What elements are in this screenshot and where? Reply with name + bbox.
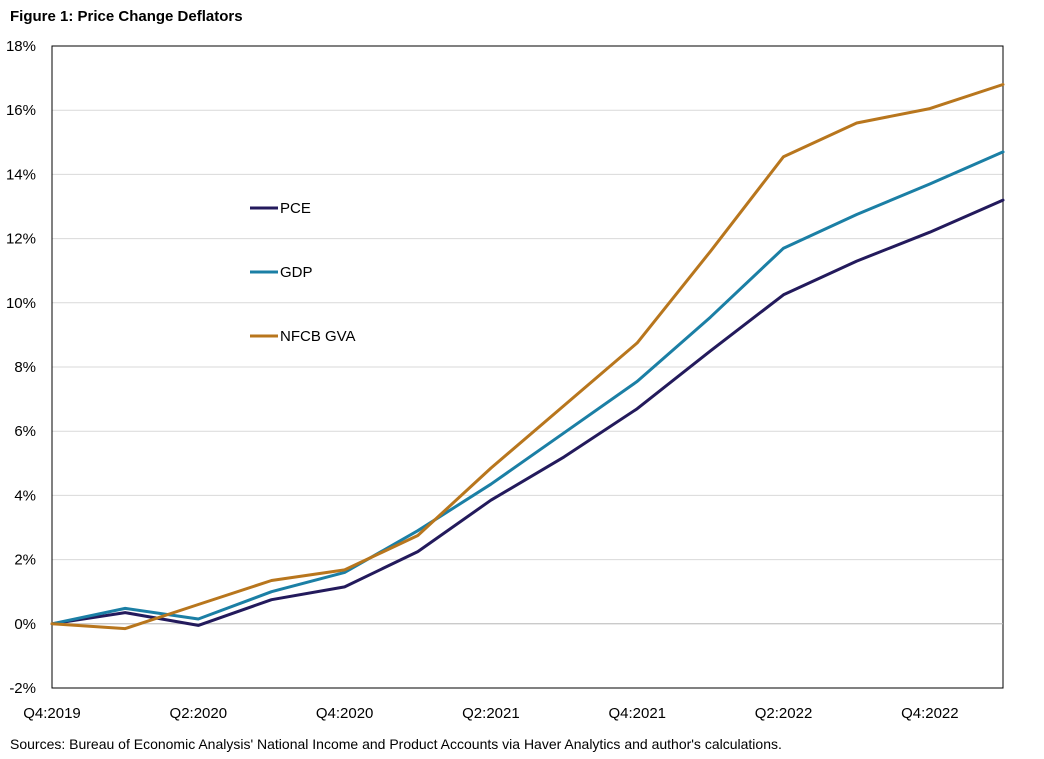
- legend-label: GDP: [280, 264, 313, 281]
- series-line-gdp: [50, 150, 1005, 626]
- y-tick-label: 8%: [14, 359, 36, 376]
- x-tick-label: Q4:2022: [901, 705, 959, 722]
- y-tick-label: 6%: [14, 423, 36, 440]
- x-tick-label: Q2:2020: [170, 705, 228, 722]
- x-tick-label: Q4:2019: [23, 705, 81, 722]
- y-tick-label: 4%: [14, 487, 36, 504]
- legend-label: PCE: [280, 200, 311, 217]
- x-tick-label: Q4:2020: [316, 705, 374, 722]
- y-tick-label: 10%: [6, 295, 36, 312]
- source-note: Sources: Bureau of Economic Analysis' Na…: [10, 736, 782, 752]
- y-tick-labels: -2% 0% 2% 4% 6% 8% 10% 12% 14% 16% 18%: [6, 38, 36, 697]
- x-tick-label: Q4:2021: [608, 705, 666, 722]
- x-tick-label: Q2:2021: [462, 705, 520, 722]
- gridlines: [52, 45, 1003, 689]
- legend-label: NFCB GVA: [280, 328, 356, 345]
- y-tick-label: 12%: [6, 231, 36, 248]
- y-tick-label: 14%: [6, 166, 36, 183]
- x-tick-labels: Q4:2019 Q2:2020 Q4:2020 Q2:2021 Q4:2021 Q2:20…: [23, 705, 958, 722]
- x-tick-label: Q2:2022: [755, 705, 813, 722]
- chart-title: Figure 1: Price Change Deflators: [10, 8, 243, 25]
- y-tick-label: 16%: [6, 102, 36, 119]
- y-tick-label: 18%: [6, 38, 36, 55]
- series-line-pce: [50, 198, 1005, 627]
- legend: PCE GDP NFCB GVA: [250, 200, 356, 345]
- y-tick-label: 2%: [14, 552, 36, 569]
- y-tick-label: 0%: [14, 616, 36, 633]
- axes: [51, 45, 1004, 689]
- plot-frame: [51, 45, 1004, 689]
- series-lines: [50, 83, 1005, 631]
- series-line-nfcb-gva: [50, 83, 1005, 631]
- y-tick-label: -2%: [9, 680, 36, 697]
